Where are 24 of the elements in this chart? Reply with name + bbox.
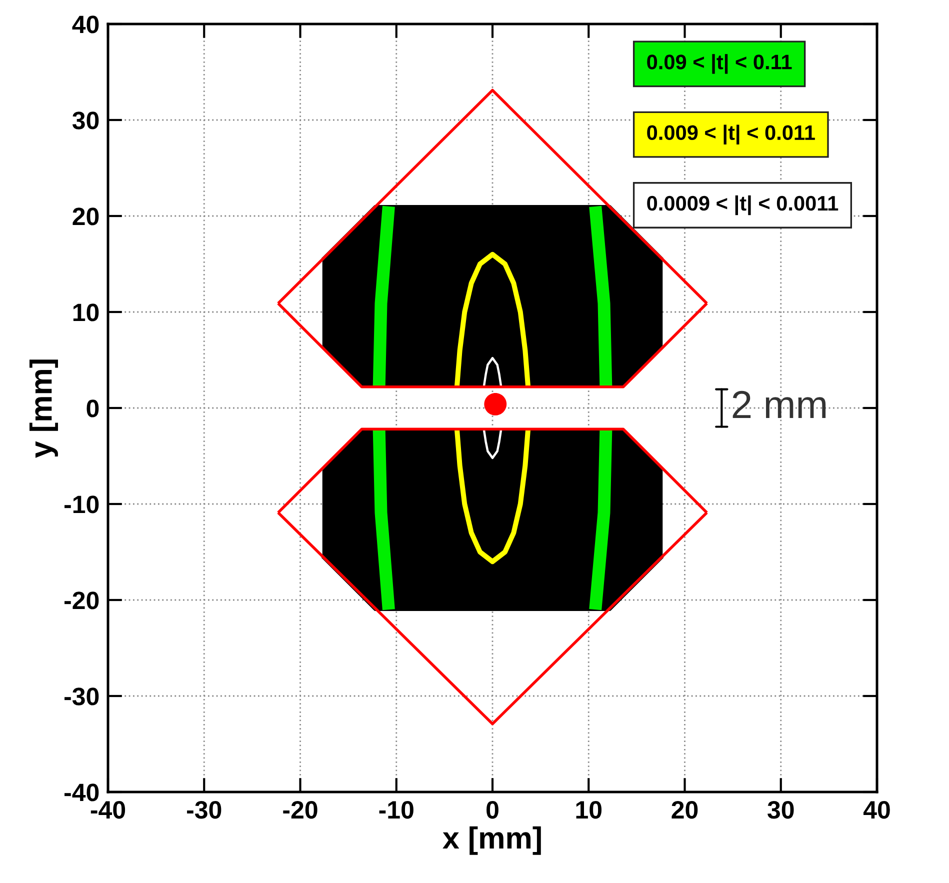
text: 0.09 < |t| < 0.11 bbox=[647, 54, 792, 74]
x-tick-label: 0 bbox=[486, 800, 498, 819]
y-tick-label: -30 bbox=[64, 688, 99, 706]
x-tick-label: -40 bbox=[90, 800, 126, 819]
y-tick-label: -20 bbox=[64, 592, 99, 610]
y-tick-label: 20 bbox=[72, 208, 99, 226]
y-tick-label: 0 bbox=[86, 400, 99, 418]
text: 0.009 < |t| < 0.011 bbox=[647, 124, 815, 144]
y-tick-label: -10 bbox=[64, 496, 99, 514]
x-tick-label: 20 bbox=[672, 800, 698, 819]
x-tick-label: 40 bbox=[863, 800, 890, 819]
y-axis-title: y [mm] bbox=[30, 360, 58, 458]
y-tick-label: 40 bbox=[72, 16, 99, 34]
x-tick-label: -10 bbox=[379, 800, 414, 819]
x-tick-label: 10 bbox=[576, 800, 602, 819]
annotation: 2 mm bbox=[732, 390, 826, 418]
y-tick-label: -40 bbox=[64, 784, 99, 802]
x-tick-label: -30 bbox=[187, 800, 222, 819]
x-axis-title: x [mm] bbox=[442, 826, 541, 855]
y-tick-label: 10 bbox=[73, 304, 99, 322]
x-tick-label: -20 bbox=[283, 800, 318, 819]
text: 0.0009 < |t| < 0.0011 bbox=[647, 195, 838, 216]
x-tick-label: 30 bbox=[768, 800, 794, 819]
y-tick-label: 30 bbox=[72, 112, 99, 130]
